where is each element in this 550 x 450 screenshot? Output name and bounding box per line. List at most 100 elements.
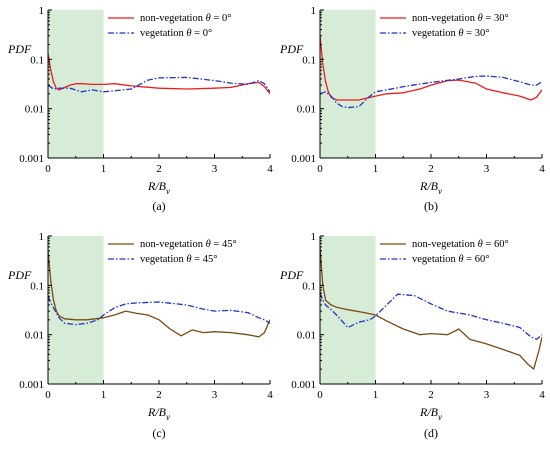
x-axis-label-subscript: v (438, 412, 442, 422)
panel-caption: (a) (152, 199, 165, 213)
legend-label-text: vegetation (412, 28, 458, 39)
x-tick-label: 1 (373, 163, 379, 175)
legend-label: non-vegetation θ = 60° (412, 239, 509, 250)
panel-b: 0 1 2 3 4 0.001 0.01 0.1 1 PDF R/Bv non-vegetation … (279, 5, 545, 213)
legend-label-angle: = 45° (211, 239, 237, 250)
x-axis-label-subscript: v (166, 186, 170, 196)
legend-label-angle: = 0° (211, 13, 232, 24)
y-tick-label: 0.001 (291, 153, 316, 165)
y-tick-label: 1 (311, 5, 317, 17)
x-tick-label: 4 (539, 389, 545, 401)
x-tick-label: 1 (373, 389, 379, 401)
y-tick-label: 0.01 (25, 330, 44, 342)
legend-label-text: vegetation (140, 28, 186, 39)
panel-c: 0 1 2 3 4 0.001 0.01 0.1 1 PDF R/Bv non-vegetation … (7, 231, 273, 440)
y-tick-label: 0.01 (297, 104, 316, 116)
x-tick-label: 1 (101, 389, 107, 401)
y-tick-label: 0.001 (19, 379, 44, 391)
x-tick-label: 0 (45, 389, 51, 401)
x-axis-label-main: R/B (147, 405, 167, 419)
y-tick-label: 0.001 (19, 153, 44, 165)
legend-label-text: non-vegetation (140, 13, 206, 24)
x-axis-label-main: R/B (419, 179, 439, 193)
x-axis-label-subscript: v (438, 186, 442, 196)
y-tick-label: 0.01 (297, 330, 316, 342)
x-tick-label: 2 (156, 163, 162, 175)
series-line-vegetation (48, 296, 270, 326)
x-tick-label: 2 (428, 389, 434, 401)
x-axis-label-main: R/B (147, 179, 167, 193)
y-tick-label: 0.01 (25, 104, 44, 116)
x-tick-label: 0 (45, 163, 51, 175)
legend-label: vegetation θ = 45° (140, 254, 217, 265)
y-axis-label: PDF (7, 268, 32, 282)
legend-label: non-vegetation θ = 45° (140, 239, 237, 250)
x-tick-label: 3 (484, 163, 490, 175)
x-tick-label: 2 (156, 389, 162, 401)
series-line-vegetation (48, 76, 270, 93)
legend-label-theta: θ (458, 254, 463, 265)
x-tick-label: 3 (212, 389, 218, 401)
y-tick-label: 0.1 (302, 54, 316, 66)
y-axis-label: PDF (7, 42, 32, 56)
panel-caption: (b) (424, 199, 438, 213)
legend-label-theta: θ (186, 28, 191, 39)
panel-a: 0 1 2 3 4 0.001 0.01 0.1 1 PDF R/Bv non-vegetation … (7, 5, 273, 213)
y-tick-label: 0.1 (30, 54, 44, 66)
legend-label-text: vegetation (412, 254, 458, 265)
shaded-region (48, 236, 104, 384)
legend-label-angle: = 30° (464, 28, 490, 39)
y-tick-label: 0.001 (291, 379, 316, 391)
x-tick-label: 3 (212, 163, 218, 175)
series-line-vegetation (320, 292, 542, 341)
legend-label-angle: = 45° (192, 254, 218, 265)
legend-label-text: vegetation (140, 254, 186, 265)
x-tick-label: 4 (539, 163, 545, 175)
legend-label-angle: = 30° (483, 13, 509, 24)
x-axis-label-subscript: v (166, 412, 170, 422)
x-tick-label: 3 (484, 389, 490, 401)
x-axis-label: R/Bv (147, 179, 170, 196)
y-axis-label: PDF (279, 42, 304, 56)
legend-label-angle: = 60° (483, 239, 509, 250)
series-line-non-vegetation (48, 250, 270, 338)
x-tick-label: 0 (317, 163, 323, 175)
x-axis-label: R/Bv (419, 405, 442, 422)
y-tick-label: 0.1 (30, 280, 44, 292)
legend-label: vegetation θ = 60° (412, 254, 489, 265)
series-line-non-vegetation (320, 246, 542, 370)
x-tick-label: 4 (267, 163, 273, 175)
y-tick-label: 1 (39, 231, 45, 243)
panel-caption: (d) (424, 426, 438, 440)
legend-label-text: non-vegetation (412, 13, 478, 24)
y-tick-label: 1 (311, 231, 317, 243)
legend-label-theta: θ (478, 13, 483, 24)
series-line-vegetation (320, 75, 542, 109)
legend-label-text: non-vegetation (140, 239, 206, 250)
legend-label-theta: θ (478, 239, 483, 250)
legend-label-angle: = 0° (192, 28, 213, 39)
legend-label: vegetation θ = 0° (140, 28, 212, 39)
y-axis-label: PDF (279, 268, 304, 282)
x-axis-label: R/Bv (419, 179, 442, 196)
legend-label-theta: θ (206, 239, 211, 250)
panel-d: 0 1 2 3 4 0.001 0.01 0.1 1 PDF R/Bv non-vegetation … (279, 231, 545, 440)
shaded-region (320, 10, 376, 158)
y-tick-label: 1 (39, 5, 45, 17)
legend-label: non-vegetation θ = 0° (140, 13, 231, 24)
x-axis-label: R/Bv (147, 405, 170, 422)
y-tick-label: 0.1 (302, 280, 316, 292)
legend-label-theta: θ (186, 254, 191, 265)
x-tick-label: 4 (267, 389, 273, 401)
legend-label-text: non-vegetation (412, 239, 478, 250)
x-tick-label: 2 (428, 163, 434, 175)
legend-label-angle: = 60° (464, 254, 490, 265)
panel-caption: (c) (152, 426, 165, 440)
x-tick-label: 0 (317, 389, 323, 401)
series-line-non-vegetation (48, 53, 270, 95)
legend-label-theta: θ (458, 28, 463, 39)
legend-label: non-vegetation θ = 30° (412, 13, 509, 24)
legend-label: vegetation θ = 30° (412, 28, 489, 39)
x-axis-label-main: R/B (419, 405, 439, 419)
